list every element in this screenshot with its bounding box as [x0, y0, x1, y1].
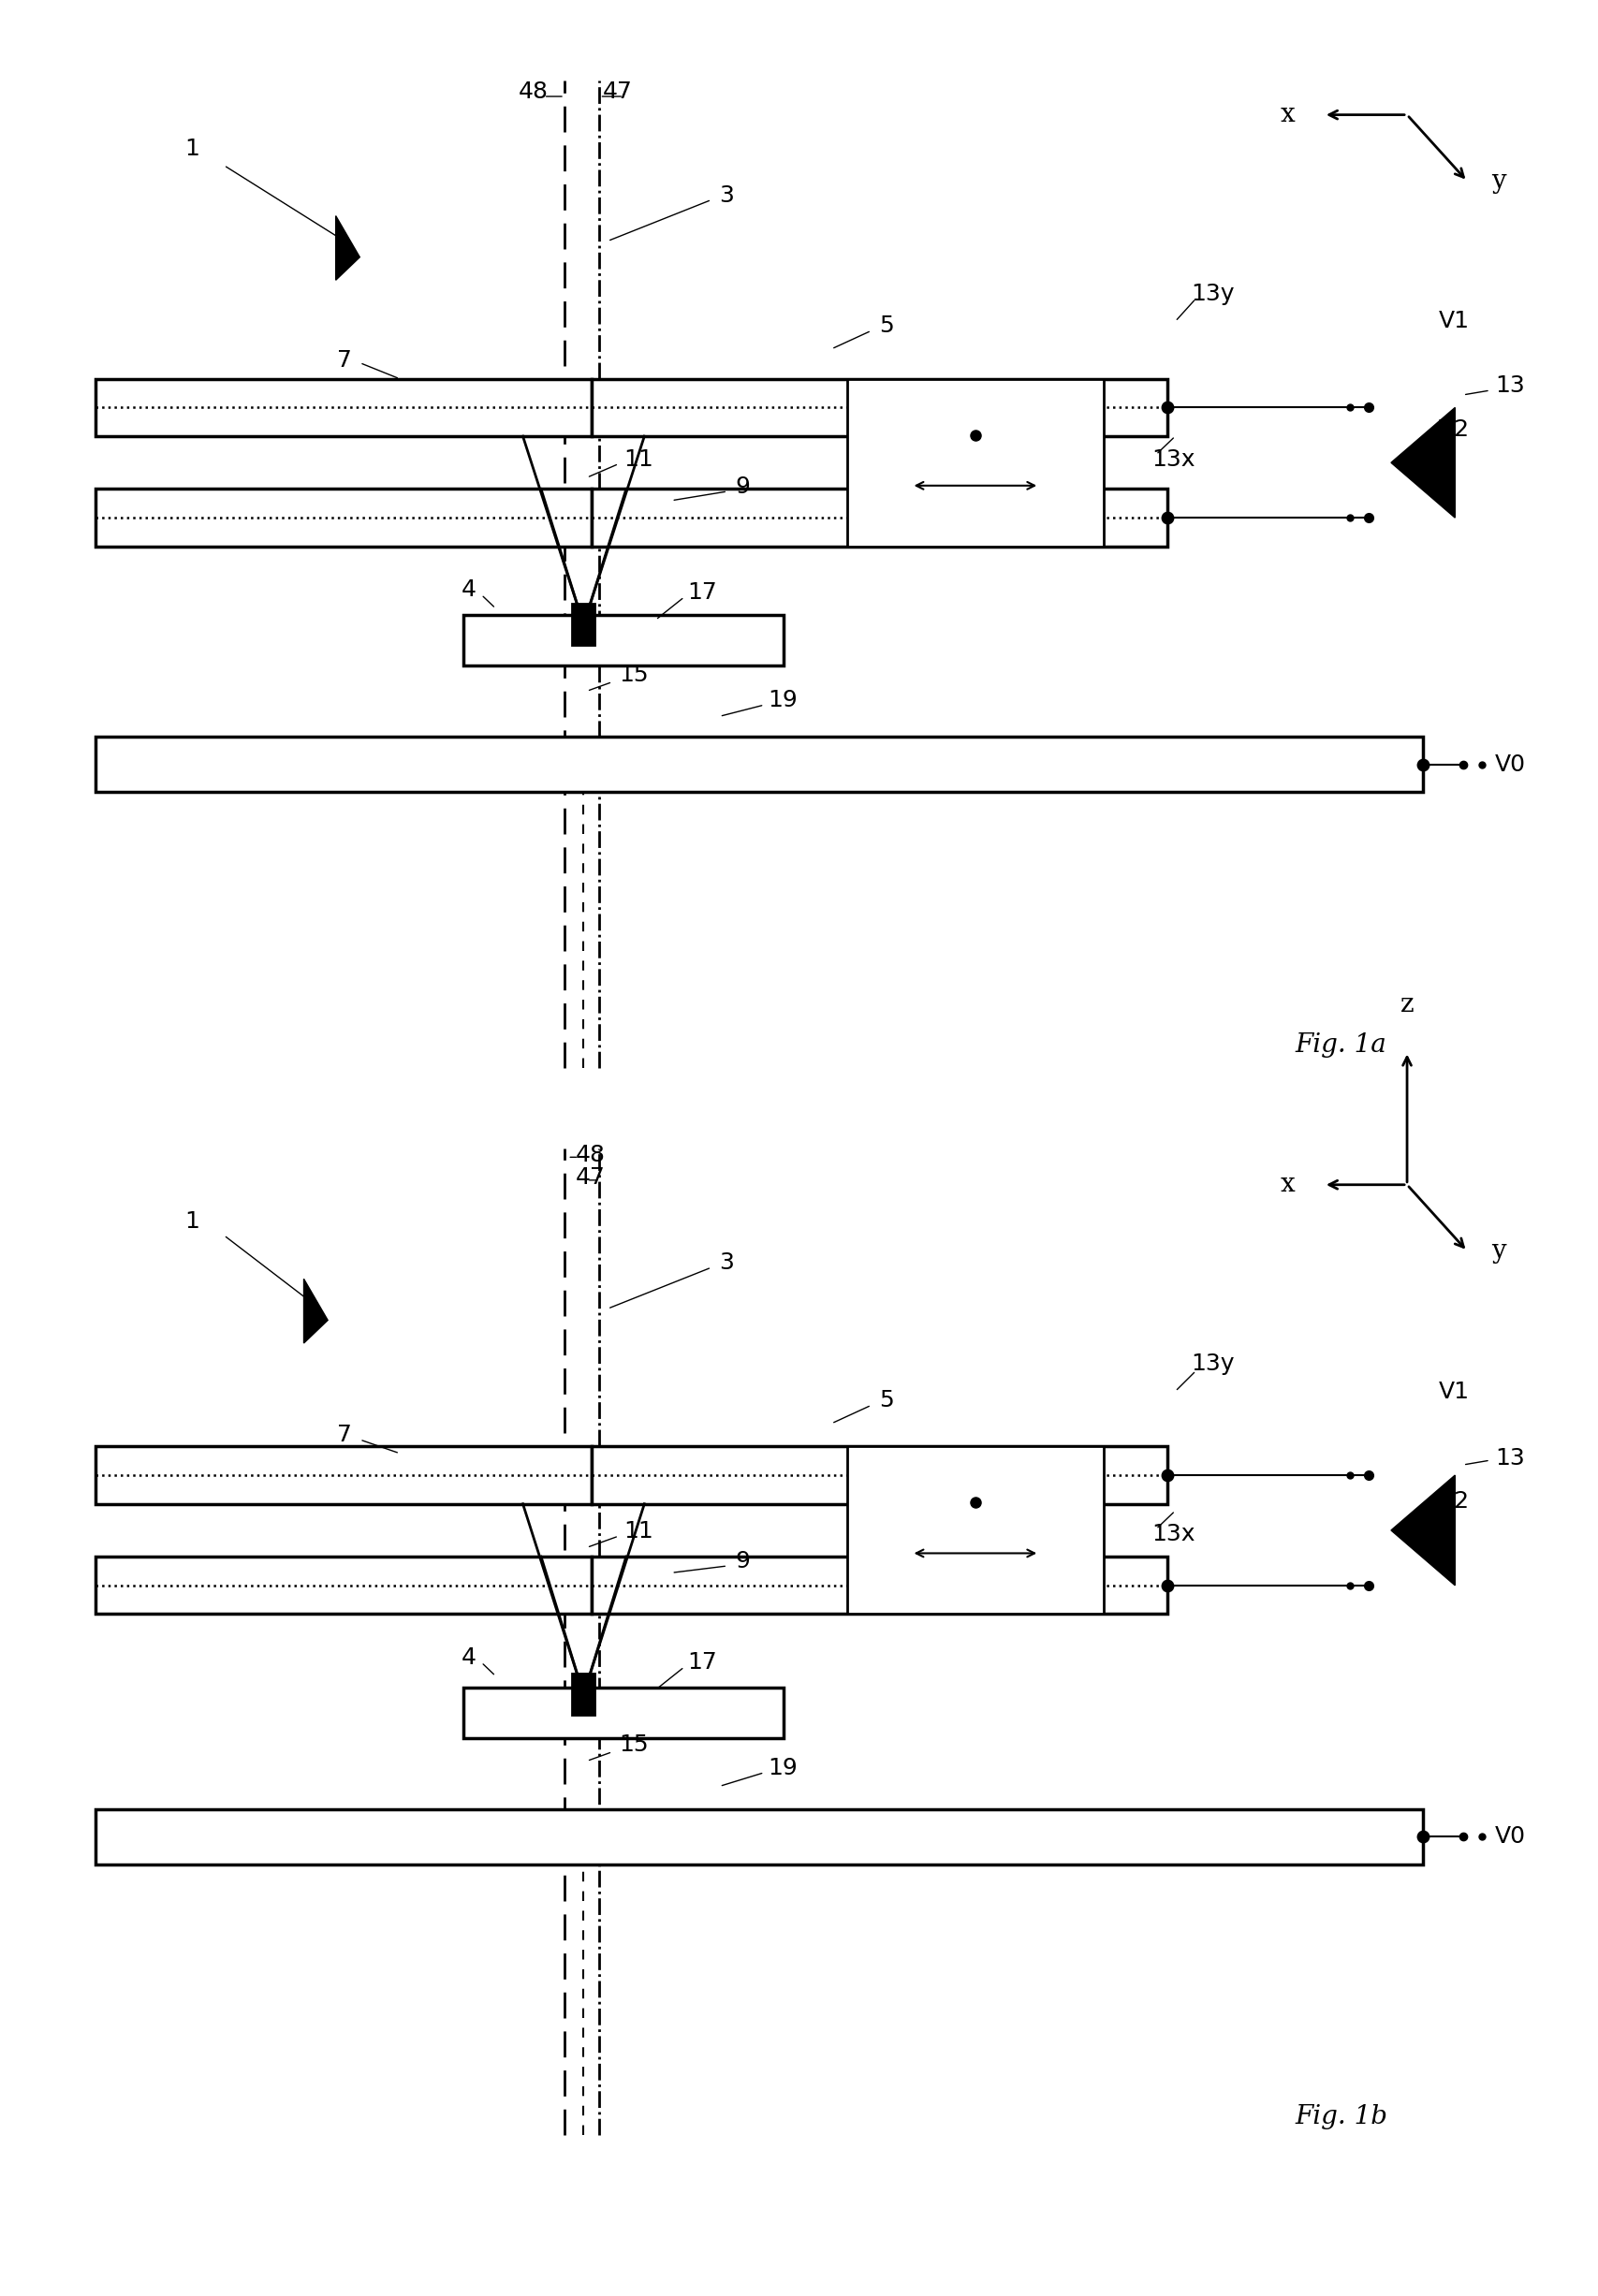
Text: 3: 3 [719, 184, 733, 207]
Text: 4: 4 [462, 1646, 476, 1669]
Text: 13x: 13x [1151, 448, 1194, 471]
Text: x: x [1280, 1171, 1294, 1199]
Text: 7: 7 [337, 349, 352, 372]
Text: z: z [1400, 992, 1413, 1017]
Text: 4: 4 [462, 579, 476, 602]
Text: 48: 48 [575, 1143, 606, 1166]
Polygon shape [304, 1279, 328, 1343]
Text: 11: 11 [623, 448, 654, 471]
Text: 5: 5 [879, 1389, 893, 1412]
Text: 1: 1 [184, 1210, 200, 1233]
Bar [96, 379, 591, 436]
Text: 47: 47 [602, 80, 633, 103]
Text: 13y: 13y [1191, 282, 1234, 305]
Polygon shape [336, 216, 360, 280]
Text: 47: 47 [575, 1166, 606, 1189]
Text: 1: 1 [184, 138, 200, 161]
Text: 5: 5 [879, 315, 893, 338]
Text: V0: V0 [1494, 753, 1524, 776]
Bar [591, 1446, 1167, 1504]
Bar [572, 1674, 594, 1715]
Text: 15: 15 [618, 1733, 649, 1756]
Text: 17: 17 [687, 1651, 718, 1674]
Text: V2: V2 [1438, 1490, 1469, 1513]
Bar [96, 1446, 591, 1504]
Text: V0: V0 [1494, 1825, 1524, 1848]
Bar [96, 737, 1422, 792]
Text: 15: 15 [618, 664, 649, 687]
Text: 9: 9 [735, 475, 749, 498]
Bar [463, 615, 783, 666]
Text: V1: V1 [1438, 1380, 1469, 1403]
Bar [96, 1809, 1422, 1864]
Text: Fig. 1b: Fig. 1b [1294, 2103, 1387, 2131]
Text: y: y [1491, 1238, 1505, 1265]
Polygon shape [1390, 1474, 1454, 1584]
Text: x: x [1280, 101, 1294, 129]
Text: 19: 19 [767, 1756, 797, 1779]
Text: 19: 19 [767, 689, 797, 712]
Bar [591, 379, 1167, 436]
Bar [591, 489, 1167, 546]
Text: 48: 48 [518, 80, 548, 103]
Text: 9: 9 [735, 1550, 749, 1573]
Text: 3: 3 [719, 1251, 733, 1274]
Text: 7: 7 [337, 1424, 352, 1446]
Bar [96, 1557, 591, 1614]
Polygon shape [1390, 409, 1454, 519]
Text: 13: 13 [1494, 374, 1524, 397]
Bar [572, 604, 594, 645]
Bar [591, 1557, 1167, 1614]
Text: 11: 11 [623, 1520, 654, 1543]
Bar [847, 379, 1103, 546]
Text: y: y [1491, 168, 1505, 195]
Text: V2: V2 [1438, 418, 1469, 441]
Bar [847, 1446, 1103, 1614]
Bar [463, 1688, 783, 1738]
Text: 13y: 13y [1191, 1352, 1234, 1375]
Text: 13: 13 [1494, 1446, 1524, 1469]
Text: 17: 17 [687, 581, 718, 604]
Text: V1: V1 [1438, 310, 1469, 333]
Text: Fig. 1a: Fig. 1a [1294, 1031, 1385, 1058]
Bar [96, 489, 591, 546]
Text: 13x: 13x [1151, 1522, 1194, 1545]
